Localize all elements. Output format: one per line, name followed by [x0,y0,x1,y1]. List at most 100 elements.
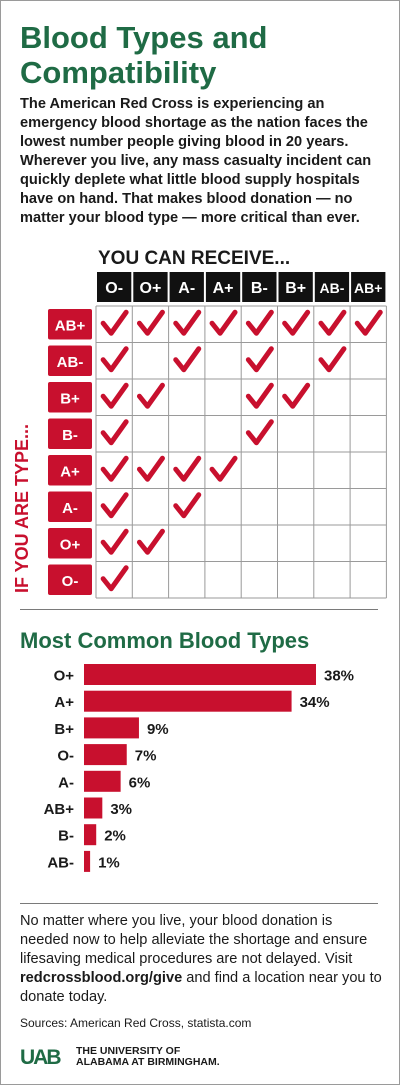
row-label: B+ [60,390,80,407]
column-header-label: A+ [213,280,234,297]
row-label-box [48,345,92,376]
check-icon [100,492,129,519]
bar-category-label: B- [58,828,74,845]
check-icon [173,455,202,482]
check-icon [245,419,274,446]
compatibility-grid: O- O+ A- A+ B- B+ AB- AB+ AB+ AB- B+ B- A+ A- O+ O- [48,272,387,599]
svg-text:IF YOU ARE TYPE...: IF YOU ARE TYPE... [13,424,32,593]
column-header-label: A- [178,280,195,297]
row-label-box [48,382,92,413]
bar [84,664,316,685]
row-label: AB- [57,354,84,371]
bar-category-label: AB- [47,854,74,871]
bar-value-label: 7% [135,748,157,765]
uab-logo-line-2: ALABAMA AT BIRMINGHAM. [76,1056,220,1068]
check-icon [136,382,165,409]
row-label-box [48,491,92,522]
intro-paragraph: The American Red Cross is experiencing a… [20,96,372,226]
column-header-box [205,272,241,302]
check-icon [100,419,129,446]
check-icon [136,455,165,482]
column-header-box [133,272,168,302]
column-header-box [278,272,313,302]
sources-note: Sources: American Red Cross, statista.co… [20,1016,252,1030]
check-icon [209,455,238,482]
bar-category-label: O- [57,748,74,765]
check-icon [173,309,202,336]
column-header-box [351,272,386,302]
bar-category-label: A- [58,774,74,791]
footer-paragraph: No matter where you live, your blood don… [20,912,382,1007]
row-label: A- [62,500,78,517]
bar-value-label: 6% [129,774,151,791]
column-header-label: B- [251,280,268,297]
bar [84,824,97,846]
bar [84,744,127,766]
column-header-box [242,272,277,302]
bar-value-label: 34% [300,694,330,711]
row-label-box [48,309,92,340]
column-header-box [169,272,204,302]
check-icon [173,346,202,373]
check-icon [209,309,238,336]
bar-value-label: 9% [147,721,169,738]
uab-logo: UAB THE UNIVERSITY OF ALABAMA AT BIRMING… [20,1046,220,1068]
column-header-label: O+ [140,280,162,297]
check-icon [318,346,347,373]
bar-category-label: B+ [54,721,74,738]
check-icon [100,565,129,592]
row-label-box [48,455,92,486]
check-icon [100,309,129,336]
check-icon [282,309,311,336]
bar-value-label: 1% [98,854,120,871]
row-label-box [48,564,92,595]
footer-divider [20,903,378,904]
check-icon [173,492,202,519]
check-icon [245,382,274,409]
bar-value-label: 3% [110,801,132,818]
bar-value-label: 38% [324,668,354,685]
donate-link[interactable]: redcrossblood.org/give [20,970,183,986]
most-common-title: Most Common Blood Types [20,628,310,653]
check-icon [318,309,347,336]
row-label: O- [62,573,79,590]
bar-category-label: AB+ [44,801,75,818]
column-header-label: O- [105,280,123,297]
bar [84,770,121,792]
if-type-header: IF YOU ARE TYPE... [13,424,32,593]
bar-category-label: O+ [54,668,75,685]
column-header-box [314,272,350,302]
uab-logo-mark: UAB [20,1047,63,1067]
check-icon [282,382,311,409]
footer-text-after: and find a location near you to donate t… [20,970,382,1005]
check-icon [354,309,383,336]
check-icon [136,528,165,555]
footer-text-before: No matter where you live, your blood don… [20,913,368,967]
row-label-box [48,528,92,559]
bar [84,690,292,712]
row-label: B- [62,427,78,444]
svg-text:UAB: UAB [20,1047,61,1067]
check-icon [245,309,274,336]
section-divider [20,609,378,610]
bar [84,717,139,739]
check-icon [245,346,274,373]
blood-type-bar-chart: O+ 38% A+ 34% B+ 9% O- 7% A- 6% AB+ 3% B- 2% AB- 1% [44,664,354,872]
bar-category-label: A+ [54,694,74,711]
row-label: AB+ [55,317,86,334]
check-icon [100,382,129,409]
row-label: A+ [60,463,80,480]
check-icon [100,455,129,482]
uab-logo-text: THE UNIVERSITY OF ALABAMA AT BIRMINGHAM. [76,1046,220,1068]
column-header-label: AB- [320,280,345,296]
column-header-label: B+ [285,280,306,297]
column-header-box [97,272,132,302]
check-icon [136,309,165,336]
bar [84,797,103,819]
receive-header: YOU CAN RECEIVE... [98,248,291,269]
bar-value-label: 2% [104,828,126,845]
page-title: Blood Types and Compatibility [20,20,268,90]
row-label: O+ [60,536,81,553]
row-label-box [48,418,92,449]
uab-logo-line-1: THE UNIVERSITY OF [76,1045,181,1057]
